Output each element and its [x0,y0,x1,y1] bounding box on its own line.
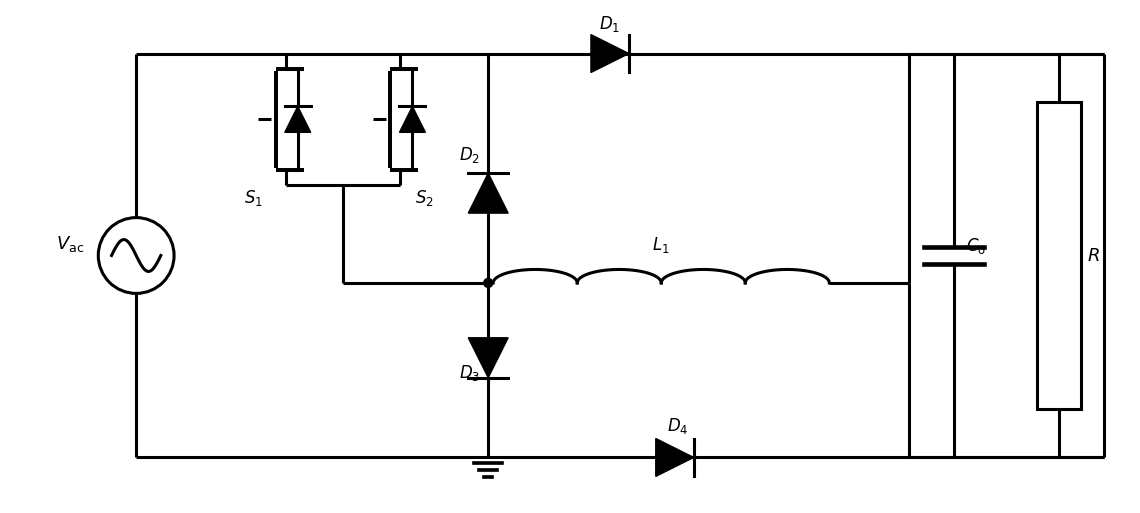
Text: $V_{\mathrm{ac}}$: $V_{\mathrm{ac}}$ [56,233,84,253]
Text: $D_3$: $D_3$ [459,363,480,383]
Polygon shape [399,106,425,132]
Text: $L_1$: $L_1$ [652,235,670,255]
Text: $D_4$: $D_4$ [667,416,689,436]
Text: $S_1$: $S_1$ [244,188,263,208]
Polygon shape [591,34,629,72]
Bar [1036,102,1081,409]
Circle shape [483,279,492,287]
Polygon shape [469,338,508,378]
Text: $D_1$: $D_1$ [600,14,620,34]
Text: $S_2$: $S_2$ [415,188,434,208]
Polygon shape [469,173,508,213]
Text: $R$: $R$ [1086,247,1099,265]
Text: $D_2$: $D_2$ [459,145,480,165]
Polygon shape [656,439,693,477]
Polygon shape [285,106,311,132]
Text: $C_{\mathrm{o}}$: $C_{\mathrm{o}}$ [966,235,986,255]
